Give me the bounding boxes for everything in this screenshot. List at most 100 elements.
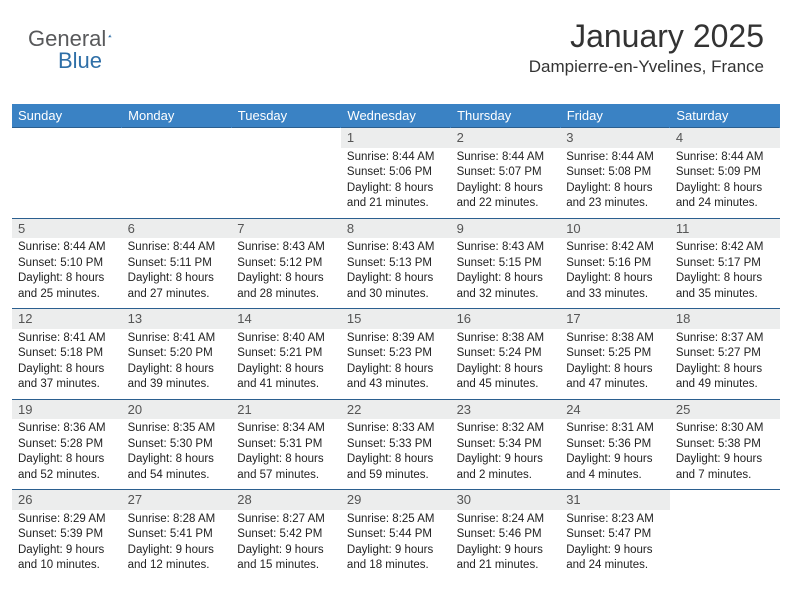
sunrise-text: Sunrise: 8:40 AM: [237, 331, 335, 347]
sunrise-text: Sunrise: 8:44 AM: [457, 150, 555, 166]
dl2-text: and 27 minutes.: [128, 287, 226, 303]
sunrise-text: Sunrise: 8:35 AM: [128, 421, 226, 437]
dl1-text: Daylight: 8 hours: [566, 271, 664, 287]
sunrise-text: Sunrise: 8:42 AM: [566, 240, 664, 256]
dl2-text: and 33 minutes.: [566, 287, 664, 303]
sunset-text: Sunset: 5:13 PM: [347, 256, 445, 272]
sunset-text: Sunset: 5:39 PM: [18, 527, 116, 543]
sunrise-text: Sunrise: 8:41 AM: [128, 331, 226, 347]
sunrise-text: Sunrise: 8:27 AM: [237, 512, 335, 528]
sunrise-text: Sunrise: 8:37 AM: [676, 331, 774, 347]
sunset-text: Sunset: 5:09 PM: [676, 165, 774, 181]
dl1-text: Daylight: 8 hours: [237, 271, 335, 287]
sunset-text: Sunset: 5:47 PM: [566, 527, 664, 543]
dl1-text: Daylight: 8 hours: [18, 271, 116, 287]
dl1-text: Daylight: 8 hours: [128, 271, 226, 287]
sunset-text: Sunset: 5:24 PM: [457, 346, 555, 362]
sunset-text: Sunset: 5:08 PM: [566, 165, 664, 181]
sunset-text: Sunset: 5:11 PM: [128, 256, 226, 272]
dl2-text: and 54 minutes.: [128, 468, 226, 484]
day-number-cell: 31: [560, 490, 670, 510]
day-data-cell: Sunrise: 8:44 AMSunset: 5:10 PMDaylight:…: [12, 238, 122, 309]
day-number-cell: 7: [231, 218, 341, 238]
brand-blue: Blue: [58, 48, 102, 74]
day-number-cell: 24: [560, 399, 670, 419]
sunset-text: Sunset: 5:25 PM: [566, 346, 664, 362]
sunset-text: Sunset: 5:30 PM: [128, 437, 226, 453]
sunrise-text: Sunrise: 8:32 AM: [457, 421, 555, 437]
dl2-text: and 32 minutes.: [457, 287, 555, 303]
sunset-text: Sunset: 5:41 PM: [128, 527, 226, 543]
day-number-cell: 4: [670, 128, 780, 148]
location: Dampierre-en-Yvelines, France: [529, 57, 764, 77]
sunrise-text: Sunrise: 8:33 AM: [347, 421, 445, 437]
day-number-cell: 3: [560, 128, 670, 148]
day-data-cell: Sunrise: 8:33 AMSunset: 5:33 PMDaylight:…: [341, 419, 451, 490]
dl1-text: Daylight: 9 hours: [457, 543, 555, 559]
sunset-text: Sunset: 5:18 PM: [18, 346, 116, 362]
calendar-table: Sunday Monday Tuesday Wednesday Thursday…: [12, 104, 780, 580]
dl1-text: Daylight: 9 hours: [347, 543, 445, 559]
weekday-header: Monday: [122, 104, 232, 128]
dl1-text: Daylight: 8 hours: [128, 452, 226, 468]
day-number-cell: 25: [670, 399, 780, 419]
day-number-cell: 12: [12, 309, 122, 329]
day-number-cell: 17: [560, 309, 670, 329]
sunrise-text: Sunrise: 8:36 AM: [18, 421, 116, 437]
dl1-text: Daylight: 8 hours: [18, 362, 116, 378]
sunset-text: Sunset: 5:27 PM: [676, 346, 774, 362]
dl1-text: Daylight: 8 hours: [237, 362, 335, 378]
sunset-text: Sunset: 5:36 PM: [566, 437, 664, 453]
day-data-cell: Sunrise: 8:42 AMSunset: 5:16 PMDaylight:…: [560, 238, 670, 309]
day-data-cell: Sunrise: 8:44 AMSunset: 5:09 PMDaylight:…: [670, 148, 780, 219]
sunrise-text: Sunrise: 8:30 AM: [676, 421, 774, 437]
weekday-header: Sunday: [12, 104, 122, 128]
sunrise-text: Sunrise: 8:38 AM: [457, 331, 555, 347]
dl1-text: Daylight: 9 hours: [457, 452, 555, 468]
day-data-cell: Sunrise: 8:41 AMSunset: 5:18 PMDaylight:…: [12, 329, 122, 400]
daynum-row: 262728293031: [12, 490, 780, 510]
sunrise-text: Sunrise: 8:24 AM: [457, 512, 555, 528]
day-data-cell: Sunrise: 8:23 AMSunset: 5:47 PMDaylight:…: [560, 510, 670, 580]
dl1-text: Daylight: 9 hours: [18, 543, 116, 559]
dl1-text: Daylight: 8 hours: [347, 452, 445, 468]
day-data-cell: Sunrise: 8:43 AMSunset: 5:12 PMDaylight:…: [231, 238, 341, 309]
sunrise-text: Sunrise: 8:43 AM: [457, 240, 555, 256]
sunset-text: Sunset: 5:46 PM: [457, 527, 555, 543]
sunset-text: Sunset: 5:17 PM: [676, 256, 774, 272]
day-number-cell: 16: [451, 309, 561, 329]
data-row: Sunrise: 8:44 AMSunset: 5:10 PMDaylight:…: [12, 238, 780, 309]
sunrise-text: Sunrise: 8:44 AM: [676, 150, 774, 166]
day-data-cell: Sunrise: 8:44 AMSunset: 5:07 PMDaylight:…: [451, 148, 561, 219]
dl1-text: Daylight: 9 hours: [237, 543, 335, 559]
day-data-cell: Sunrise: 8:44 AMSunset: 5:06 PMDaylight:…: [341, 148, 451, 219]
sunrise-text: Sunrise: 8:28 AM: [128, 512, 226, 528]
day-data-cell: Sunrise: 8:44 AMSunset: 5:08 PMDaylight:…: [560, 148, 670, 219]
sunrise-text: Sunrise: 8:31 AM: [566, 421, 664, 437]
dl2-text: and 2 minutes.: [457, 468, 555, 484]
dl2-text: and 24 minutes.: [566, 558, 664, 574]
day-data-cell: Sunrise: 8:40 AMSunset: 5:21 PMDaylight:…: [231, 329, 341, 400]
dl2-text: and 12 minutes.: [128, 558, 226, 574]
day-number-cell: 13: [122, 309, 232, 329]
weekday-header-row: Sunday Monday Tuesday Wednesday Thursday…: [12, 104, 780, 128]
day-data-cell: Sunrise: 8:42 AMSunset: 5:17 PMDaylight:…: [670, 238, 780, 309]
dl2-text: and 21 minutes.: [347, 196, 445, 212]
dl1-text: Daylight: 8 hours: [457, 271, 555, 287]
dl1-text: Daylight: 8 hours: [676, 181, 774, 197]
sunrise-text: Sunrise: 8:43 AM: [237, 240, 335, 256]
day-number-cell: 26: [12, 490, 122, 510]
sunrise-text: Sunrise: 8:44 AM: [566, 150, 664, 166]
dl2-text: and 22 minutes.: [457, 196, 555, 212]
day-data-cell: Sunrise: 8:25 AMSunset: 5:44 PMDaylight:…: [341, 510, 451, 580]
day-number-cell: [670, 490, 780, 510]
weekday-header: Thursday: [451, 104, 561, 128]
daynum-row: 12131415161718: [12, 309, 780, 329]
sunset-text: Sunset: 5:12 PM: [237, 256, 335, 272]
day-data-cell: [122, 148, 232, 219]
dl2-text: and 28 minutes.: [237, 287, 335, 303]
title-block: January 2025 Dampierre-en-Yvelines, Fran…: [529, 18, 764, 77]
day-number-cell: 11: [670, 218, 780, 238]
day-data-cell: Sunrise: 8:24 AMSunset: 5:46 PMDaylight:…: [451, 510, 561, 580]
dl1-text: Daylight: 8 hours: [676, 271, 774, 287]
